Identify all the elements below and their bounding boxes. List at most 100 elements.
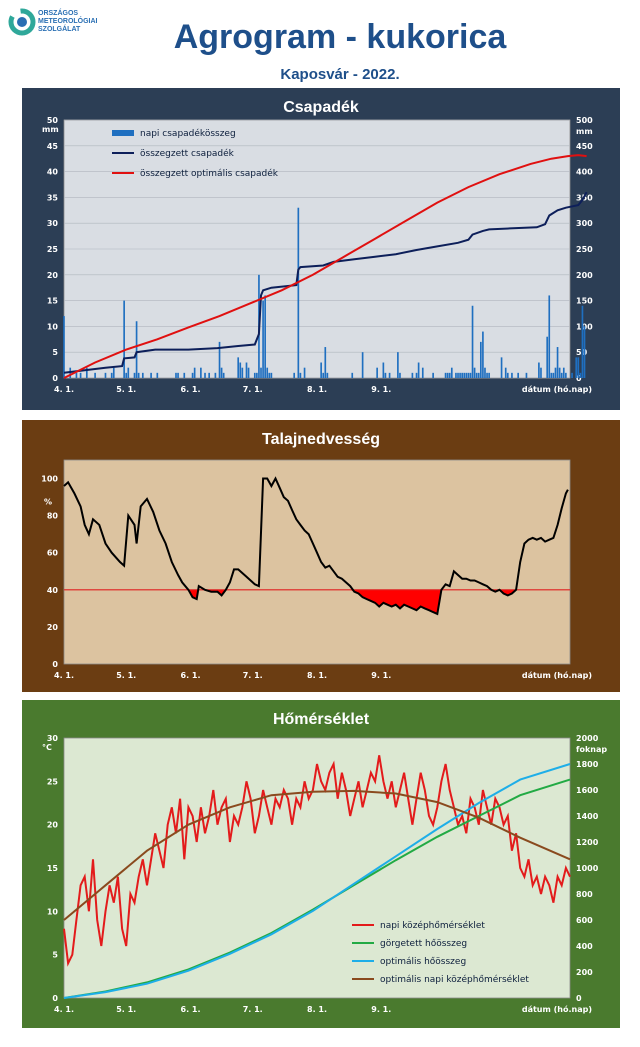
precip-bar (200, 367, 202, 378)
precip-bar (384, 372, 387, 378)
y-tick-label-left: 10 (47, 322, 59, 331)
legend-label: összegzett optimális csapadék (140, 168, 279, 179)
precip-bar (546, 336, 549, 378)
precip-bar (256, 372, 258, 378)
precip-bar (156, 372, 159, 378)
x-tick-label: 8. 1. (307, 671, 327, 680)
chart-title: Csapadék (283, 99, 359, 116)
precip-bar (506, 372, 509, 378)
chart-1-svg: Talajnedvesség 0 20 40 60 80 100% 4. 1. 5. 1. 6. … (22, 420, 620, 692)
precip-bar (247, 367, 250, 378)
precip-bar (183, 372, 186, 378)
precip-bar (517, 372, 519, 378)
y-tick-label-right: 1400 (576, 812, 599, 821)
precip-bar (264, 295, 266, 378)
x-tick-label: 9. 1. (371, 1005, 391, 1014)
x-tick-label: 9. 1. (371, 385, 391, 394)
y-tick-label-left: 20 (47, 271, 59, 280)
precip-bar (270, 372, 273, 378)
precip-bar (397, 352, 399, 378)
x-tick-label: 9. 1. (371, 671, 391, 680)
precip-bar (475, 372, 478, 378)
precip-bar (320, 362, 322, 378)
precip-bar (486, 372, 488, 378)
x-tick-label: 7. 1. (243, 671, 263, 680)
precip-bar (417, 362, 420, 378)
legend-label: napi középhőmérséklet (380, 920, 485, 931)
precip-bar (137, 372, 140, 378)
precip-bar (125, 372, 128, 378)
y-tick-label-right: 400 (576, 942, 593, 951)
precip-bar (376, 367, 378, 378)
precip-bar (191, 372, 194, 378)
precip-bar (479, 341, 482, 378)
y-tick-label-left: 20 (47, 623, 59, 632)
precip-bar (575, 357, 578, 378)
precip-bar (260, 367, 262, 378)
precip-bar (455, 372, 457, 378)
y-tick-label-left: 35 (47, 193, 59, 202)
y-tick-label-right: 200 (576, 968, 593, 977)
series-line-0 (63, 755, 571, 967)
y-tick-label-left: 45 (47, 142, 59, 151)
precip-bar (465, 372, 468, 378)
precip-bar (399, 372, 401, 378)
y-tick-label-right: 1800 (576, 760, 599, 769)
precip-bar (75, 372, 78, 378)
precip-bar (297, 207, 300, 378)
precip-bar (104, 372, 107, 378)
y-tick-label-right: 250 (576, 245, 593, 254)
precip-bar (463, 372, 466, 378)
precip-bar (469, 372, 472, 378)
precip-bar (457, 372, 459, 378)
precip-bar (432, 372, 434, 378)
precip-bar (268, 372, 271, 378)
precip-bar (500, 357, 503, 378)
precip-bar (446, 372, 449, 378)
y-tick-label-left: 0 (52, 660, 58, 669)
precip-bar (208, 372, 210, 378)
precip-bar (471, 305, 474, 378)
chart-title: Talajnedvesség (262, 431, 380, 448)
precip-bar (511, 372, 513, 378)
precip-bar (525, 372, 528, 378)
precip-bar (266, 367, 269, 378)
y-tick-label-left: 20 (47, 821, 59, 830)
y-tick-label-right: 1600 (576, 786, 599, 795)
x-tick-label: 5. 1. (116, 1005, 136, 1014)
y-tick-label-left: 30 (47, 734, 59, 743)
precip-bar (351, 372, 354, 378)
y-tick-label-left: 0 (52, 374, 58, 383)
y-tick-label-left: 5 (52, 951, 58, 960)
chart-title: Hőmérséklet (273, 711, 370, 728)
legend-label: görgetett hőösszeg (380, 939, 467, 949)
precip-bar (583, 326, 586, 378)
y-tick-label-left: 100 (41, 475, 58, 484)
precip-bar (577, 357, 580, 378)
y-tick-label-right: 600 (576, 916, 593, 925)
precip-bar (324, 347, 327, 378)
y-tick-label-right: 1000 (576, 864, 599, 873)
y-tick-label-left: 10 (47, 907, 59, 916)
precip-bar (448, 372, 451, 378)
precip-bar (504, 367, 507, 378)
y-tick-label-left: 60 (47, 549, 59, 558)
precip-bar (326, 372, 329, 378)
x-tick-label: 4. 1. (54, 671, 74, 680)
precip-bar (112, 367, 115, 378)
precip-bar (444, 372, 447, 378)
precip-bar (303, 367, 306, 378)
y-tick-label-right: 800 (576, 890, 593, 899)
precip-bar (141, 372, 144, 378)
precip-bar (150, 372, 152, 378)
x-axis-label: dátum (hó.nap) (522, 670, 592, 680)
omsz-logo: ORSZÁGOS METEOROLÓGIAI SZOLGÁLAT (8, 8, 128, 48)
precip-bar (459, 372, 461, 378)
y-axis-label-right: foknap (576, 745, 607, 754)
precip-bar (411, 372, 414, 378)
precip-bar (79, 372, 82, 378)
precip-bar (388, 372, 391, 378)
precip-bar (581, 305, 584, 378)
y-tick-label-left: 5 (52, 348, 58, 357)
precip-bar (85, 367, 88, 378)
